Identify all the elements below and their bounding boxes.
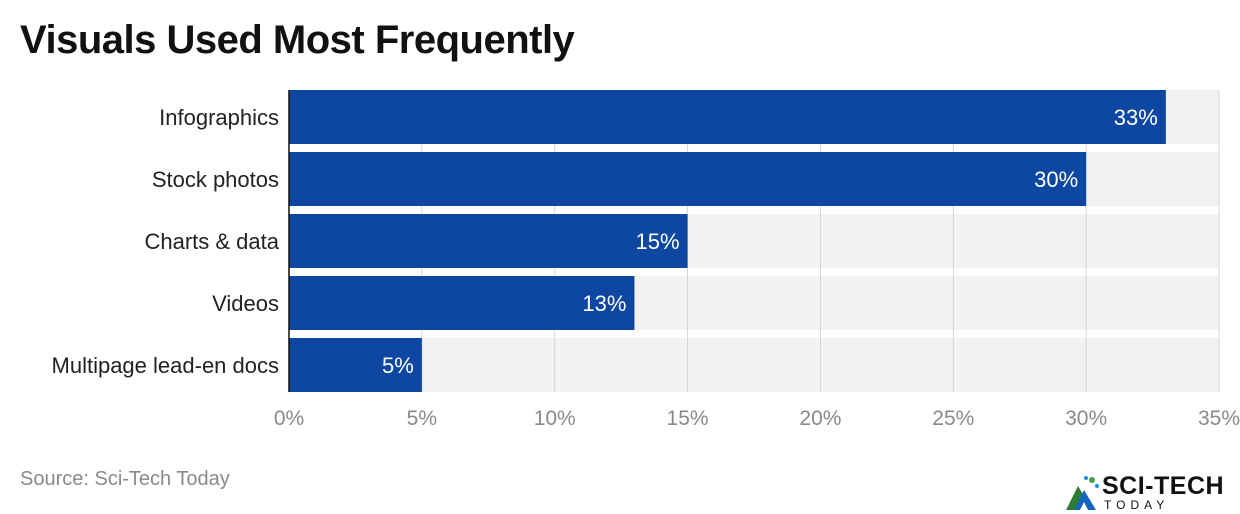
x-tick-label: 0% [274,407,304,430]
logo-subtext: TODAY [1104,498,1170,512]
x-tick-label: 20% [799,407,841,430]
category-label: Videos [212,291,279,316]
bar [289,90,1166,144]
category-label: Charts & data [144,229,279,254]
x-tick-label: 15% [667,407,709,430]
value-label: 30% [1034,167,1078,192]
logo-mark-icon [1066,476,1099,510]
logo-text: SCI-TECH [1102,472,1225,500]
category-label: Stock photos [152,167,279,192]
bar [289,276,635,330]
value-label: 13% [582,291,626,316]
category-label: Infographics [159,105,279,130]
bar-chart: Infographics 33% Stock photos 30% Charts & d… [52,90,1240,430]
source-note: Source: Sci-Tech Today [20,468,230,490]
bar-track [289,338,1219,392]
x-tick-label: 5% [407,407,437,430]
value-label: 15% [636,229,680,254]
x-tick-label: 25% [932,407,974,430]
category-label: Multipage lead-en docs [52,353,279,378]
value-label: 33% [1114,105,1158,130]
x-tick-label: 30% [1065,407,1107,430]
bar [289,214,688,268]
chart-title: Visuals Used Most Frequently [20,18,575,62]
x-tick-label: 10% [534,407,576,430]
value-label: 5% [382,353,414,378]
bar [289,338,422,392]
bar [289,152,1087,206]
sci-tech-logo: SCI-TECH TODAY [1062,470,1240,514]
x-tick-label: 35% [1198,407,1240,430]
